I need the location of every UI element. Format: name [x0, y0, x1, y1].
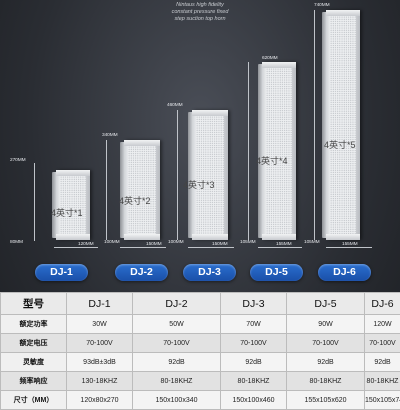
- speaker-dj-2: 4英寸*2: [124, 140, 160, 240]
- width-label: 155MM: [276, 242, 292, 247]
- table-cell: 90W: [287, 315, 365, 334]
- header-label: 型号: [1, 293, 67, 315]
- depth-label: 100MM: [104, 240, 120, 245]
- table-cell: 120x80x270: [67, 391, 133, 410]
- height-label: 460MM: [167, 103, 183, 108]
- table-row: 尺寸（MM） 120x80x270 150x100x340 150x100x46…: [1, 391, 400, 410]
- width-label: 120MM: [78, 242, 94, 247]
- column-header: DJ-6: [365, 293, 400, 315]
- table-cell: 150x100x460: [221, 391, 287, 410]
- row-label: 灵敏度: [1, 353, 67, 372]
- height-label: 740MM: [314, 3, 330, 8]
- dimension-line: [120, 247, 166, 248]
- table-cell: 50W: [133, 315, 221, 334]
- speaker-dj-3: 4英寸*3: [192, 110, 228, 240]
- dimension-line: [177, 110, 178, 240]
- depth-label: 105MM: [304, 240, 320, 245]
- table-cell: 130-18KHZ: [67, 372, 133, 391]
- row-label: 频率响应: [1, 372, 67, 391]
- speaker-dj-1: 4英寸*1: [56, 170, 90, 240]
- dimension-line: [258, 247, 302, 248]
- column-header: DJ-3: [221, 293, 287, 315]
- column-header: DJ-1: [67, 293, 133, 315]
- table-row: 频率响应 130-18KHZ 80-18KHZ 80-18KHZ 80-18KH…: [1, 372, 400, 391]
- table-cell: 120W: [365, 315, 400, 334]
- table-cell: 80-18KHZ: [287, 372, 365, 391]
- table-cell: 93dB±3dB: [67, 353, 133, 372]
- dimension-line: [54, 247, 98, 248]
- table-cell: 155x105x620: [287, 391, 365, 410]
- table-row: 额定电压 70-100V 70-100V 70-100V 70-100V 70-…: [1, 334, 400, 353]
- column-header: DJ-5: [287, 293, 365, 315]
- tagline-line: Nintaus high fidelity: [0, 2, 400, 9]
- model-badge-dj-3: DJ-3: [183, 264, 236, 281]
- table-cell: 92dB: [365, 353, 400, 372]
- model-badge-dj-6: DJ-6: [318, 264, 371, 281]
- table-cell: 70-100V: [133, 334, 221, 353]
- table-cell: 150x100x340: [133, 391, 221, 410]
- table-cell: 70-100V: [67, 334, 133, 353]
- table-cell: 80-18KHZ: [221, 372, 287, 391]
- table-header-row: 型号 DJ-1 DJ-2 DJ-3 DJ-5 DJ-6: [1, 293, 400, 315]
- table-cell: 92dB: [221, 353, 287, 372]
- driver-size-label: 4英寸*5: [324, 138, 356, 151]
- depth-label: 100MM: [168, 240, 184, 245]
- table-cell: 150x105x740: [365, 391, 400, 410]
- table-cell: 70-100V: [365, 334, 400, 353]
- dimension-line: [314, 10, 315, 240]
- row-label: 额定电压: [1, 334, 67, 353]
- dimension-line: [188, 247, 234, 248]
- table-cell: 70-100V: [221, 334, 287, 353]
- depth-label: 80MM: [10, 240, 23, 245]
- driver-size-label: 4英寸*4: [256, 154, 288, 167]
- height-label: 270MM: [10, 158, 26, 163]
- column-header: DJ-2: [133, 293, 221, 315]
- product-showcase: Nintaus high fidelity constant pressure …: [0, 0, 400, 286]
- table-row: 额定功率 30W 50W 70W 90W 120W: [1, 315, 400, 334]
- table-row: 灵敏度 93dB±3dB 92dB 92dB 92dB 92dB: [1, 353, 400, 372]
- table-cell: 70W: [221, 315, 287, 334]
- table-cell: 80-18KHZ: [365, 372, 400, 391]
- dimension-line: [34, 163, 35, 241]
- model-badge-dj-2: DJ-2: [115, 264, 168, 281]
- row-label: 额定功率: [1, 315, 67, 334]
- width-label: 150MM: [212, 242, 228, 247]
- height-label: 340MM: [102, 133, 118, 138]
- width-label: 150MM: [146, 242, 162, 247]
- dimension-line: [248, 62, 249, 240]
- table-cell: 80-18KHZ: [133, 372, 221, 391]
- speaker-dj-6: 4英寸*5: [326, 10, 360, 240]
- table-cell: 70-100V: [287, 334, 365, 353]
- speaker-dj-5: 4英寸*4: [262, 62, 296, 240]
- dimension-line: [326, 247, 372, 248]
- height-label: 620MM: [262, 56, 278, 61]
- table-cell: 92dB: [287, 353, 365, 372]
- row-label: 尺寸（MM）: [1, 391, 67, 410]
- dimension-line: [106, 140, 107, 240]
- table-cell: 30W: [67, 315, 133, 334]
- width-label: 155MM: [342, 242, 358, 247]
- depth-label: 105MM: [240, 240, 256, 245]
- spec-table: 型号 DJ-1 DJ-2 DJ-3 DJ-5 DJ-6 额定功率 30W 50W…: [0, 292, 400, 410]
- driver-size-label: 4英寸*3: [183, 178, 215, 191]
- driver-size-label: 4英寸*2: [119, 194, 151, 207]
- model-badge-dj-5: DJ-5: [250, 264, 303, 281]
- driver-size-label: 4英寸*1: [51, 206, 83, 219]
- table-cell: 92dB: [133, 353, 221, 372]
- model-badge-dj-1: DJ-1: [35, 264, 88, 281]
